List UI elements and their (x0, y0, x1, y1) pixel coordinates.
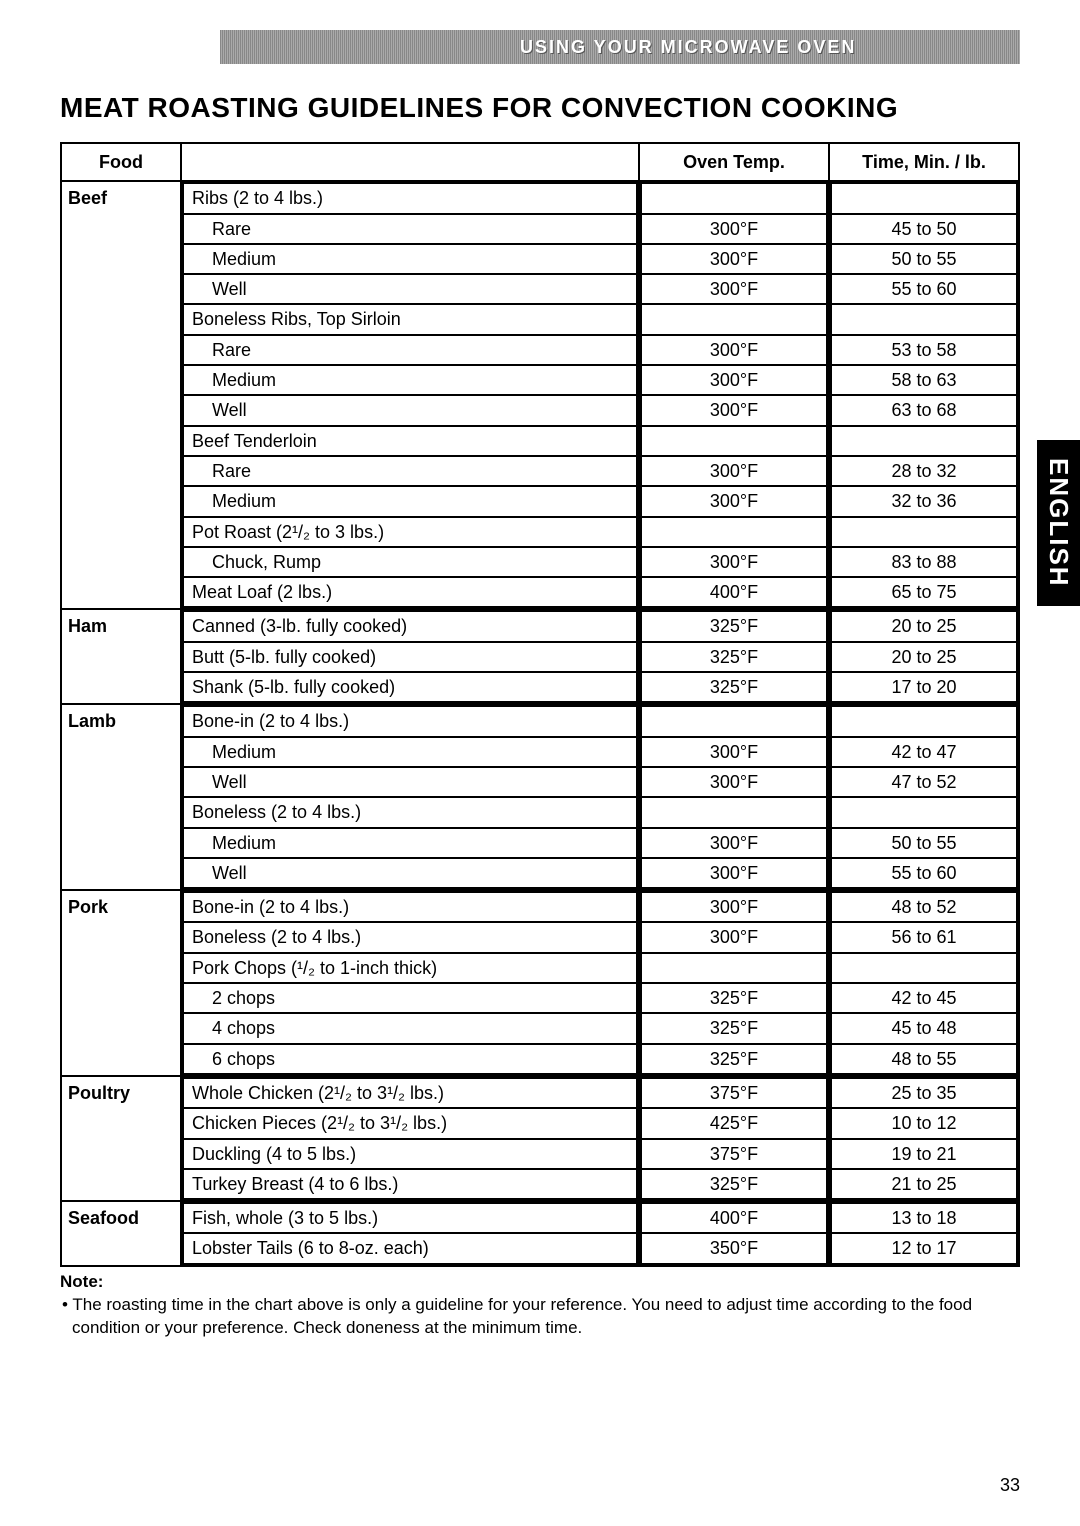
table-row: PoultryWhole Chicken (2¹/₂ to 3¹/₂ lbs.)… (61, 1076, 1019, 1201)
description-cell: Canned (3-lb. fully cooked)Butt (5-lb. f… (181, 609, 639, 704)
table-row: BeefRibs (2 to 4 lbs.)RareMediumWellBone… (61, 181, 1019, 609)
food-cell: Beef (61, 181, 181, 609)
time-cell: 45 to 5050 to 5555 to 60 53 to 5858 to 6… (829, 181, 1019, 609)
time-cell: 20 to 2520 to 2517 to 20 (829, 609, 1019, 704)
description-cell: Bone-in (2 to 4 lbs.)MediumWellBoneless … (181, 704, 639, 890)
note-title: Note: (60, 1271, 1020, 1294)
time-cell: 25 to 3510 to 1219 to 2121 to 25 (829, 1076, 1019, 1201)
description-cell: Whole Chicken (2¹/₂ to 3¹/₂ lbs.)Chicken… (181, 1076, 639, 1201)
page: USING YOUR MICROWAVE OVEN MEAT ROASTING … (0, 0, 1080, 1526)
page-title: MEAT ROASTING GUIDELINES FOR CONVECTION … (60, 92, 1020, 124)
food-cell: Pork (61, 890, 181, 1076)
food-cell: Poultry (61, 1076, 181, 1201)
temp-cell: 325°F325°F325°F (639, 609, 829, 704)
table-row: HamCanned (3-lb. fully cooked)Butt (5-lb… (61, 609, 1019, 704)
table-row: PorkBone-in (2 to 4 lbs.)Boneless (2 to … (61, 890, 1019, 1076)
temp-cell: 400°F350°F (639, 1201, 829, 1266)
description-cell: Fish, whole (3 to 5 lbs.)Lobster Tails (… (181, 1201, 639, 1266)
col-time: Time, Min. / lb. (829, 143, 1019, 181)
time-cell: 42 to 4747 to 52 50 to 5555 to 60 (829, 704, 1019, 890)
roasting-table: Food Oven Temp. Time, Min. / lb. BeefRib… (60, 142, 1020, 1267)
temp-cell: 300°F300°F 325°F325°F325°F (639, 890, 829, 1076)
page-number: 33 (1000, 1475, 1020, 1496)
col-temp: Oven Temp. (639, 143, 829, 181)
col-food: Food (61, 143, 181, 181)
time-cell: 48 to 5256 to 61 42 to 4545 to 4848 to 5… (829, 890, 1019, 1076)
col-desc (181, 143, 639, 181)
description-cell: Bone-in (2 to 4 lbs.)Boneless (2 to 4 lb… (181, 890, 639, 1076)
temp-cell: 300°F300°F300°F 300°F300°F300°F 300°F300… (639, 181, 829, 609)
section-header-bar: USING YOUR MICROWAVE OVEN (220, 30, 1020, 64)
note-text: • The roasting time in the chart above i… (60, 1294, 1020, 1340)
section-header-text: USING YOUR MICROWAVE OVEN (520, 37, 856, 58)
table-row: LambBone-in (2 to 4 lbs.)MediumWellBonel… (61, 704, 1019, 890)
table-row: SeafoodFish, whole (3 to 5 lbs.)Lobster … (61, 1201, 1019, 1266)
food-cell: Seafood (61, 1201, 181, 1266)
description-cell: Ribs (2 to 4 lbs.)RareMediumWellBoneless… (181, 181, 639, 609)
language-tab: ENGLISH (1037, 440, 1080, 606)
food-cell: Lamb (61, 704, 181, 890)
time-cell: 13 to 1812 to 17 (829, 1201, 1019, 1266)
note-block: Note: • The roasting time in the chart a… (60, 1271, 1020, 1340)
temp-cell: 300°F300°F 300°F300°F (639, 704, 829, 890)
food-cell: Ham (61, 609, 181, 704)
temp-cell: 375°F425°F375°F325°F (639, 1076, 829, 1201)
table-header-row: Food Oven Temp. Time, Min. / lb. (61, 143, 1019, 181)
